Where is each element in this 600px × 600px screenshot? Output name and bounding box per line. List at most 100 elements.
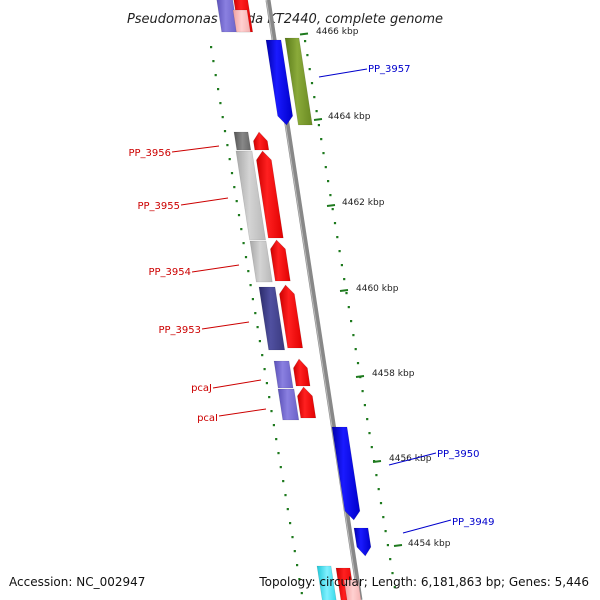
outer-dot-4 bbox=[313, 96, 316, 99]
outer-dot-29 bbox=[370, 446, 373, 449]
leader-PP_3954 bbox=[191, 264, 240, 273]
inner-dot-21 bbox=[258, 340, 261, 343]
gene-pcaJ[interactable] bbox=[293, 358, 311, 387]
tick-label-4454: 4454 kbp bbox=[408, 539, 451, 549]
inner-dot-20 bbox=[256, 326, 259, 329]
inner-dot-16 bbox=[247, 270, 250, 273]
outer-dot-21 bbox=[352, 334, 355, 337]
gene-pcaJ-homolog[interactable] bbox=[273, 360, 294, 389]
outer-dot-33 bbox=[379, 502, 383, 505]
gene-PP_3955[interactable] bbox=[256, 150, 284, 239]
inner-dot-32 bbox=[284, 494, 287, 497]
inner-dot-25 bbox=[268, 396, 271, 399]
inner-dot-22 bbox=[261, 354, 264, 357]
outer-dot-0 bbox=[304, 40, 307, 43]
gene-PP_3955-homolog[interactable] bbox=[235, 150, 266, 241]
inner-dot-2 bbox=[214, 74, 217, 77]
outer-dot-14 bbox=[336, 236, 339, 239]
tick-4460 bbox=[339, 289, 349, 292]
leader-PP_3956 bbox=[171, 145, 220, 153]
outer-dot-39 bbox=[393, 586, 396, 589]
inner-dot-8 bbox=[228, 158, 231, 161]
gene-PP_3954-homolog[interactable] bbox=[249, 240, 273, 283]
gene-label-PP_3950[interactable]: PP_3950 bbox=[437, 449, 480, 460]
outer-dot-31 bbox=[375, 474, 378, 477]
inner-dot-17 bbox=[249, 284, 252, 287]
outer-dot-27 bbox=[366, 418, 369, 421]
gene-label-pcaJ[interactable]: pcaJ bbox=[191, 383, 212, 394]
gene-PP_3953-homolog[interactable] bbox=[258, 286, 286, 351]
inner-dot-11 bbox=[235, 200, 238, 203]
gene-track bbox=[216, 0, 372, 600]
outer-dot-6 bbox=[317, 124, 320, 127]
inner-dot-3 bbox=[217, 88, 220, 91]
gene-PP_3956[interactable] bbox=[253, 131, 270, 151]
inner-dot-1 bbox=[212, 60, 215, 63]
leader-PP_3957 bbox=[318, 68, 368, 78]
inner-dot-19 bbox=[254, 312, 257, 315]
gene-pcaI-homolog[interactable] bbox=[277, 388, 300, 421]
gene-label-pcaI[interactable]: pcaI bbox=[197, 413, 218, 424]
inner-dot-6 bbox=[223, 130, 227, 133]
outer-dot-18 bbox=[345, 292, 348, 295]
gene-label-PP_3955[interactable]: PP_3955 bbox=[137, 201, 180, 212]
inner-dot-30 bbox=[279, 466, 282, 469]
tick-4458 bbox=[355, 375, 365, 378]
gene-top-pink[interactable] bbox=[232, 9, 251, 33]
inner-dot-10 bbox=[233, 186, 236, 189]
outer-dot-38 bbox=[391, 572, 394, 575]
inner-dot-33 bbox=[286, 508, 289, 511]
tick-label-4464: 4464 kbp bbox=[328, 112, 371, 122]
accession-text: Accession: NC_002947 bbox=[9, 575, 145, 589]
tick-4464 bbox=[313, 118, 323, 121]
outer-dot-36 bbox=[386, 544, 389, 547]
gene-PP_3954[interactable] bbox=[270, 239, 291, 282]
gene-PP_3950[interactable] bbox=[331, 426, 361, 521]
outer-dot-35 bbox=[384, 530, 387, 533]
outer-dot-32 bbox=[377, 488, 380, 491]
inner-dot-13 bbox=[240, 228, 243, 231]
inner-dot-5 bbox=[221, 116, 224, 119]
outer-dot-1 bbox=[306, 54, 309, 57]
inner-tick-dots bbox=[210, 46, 303, 595]
leader-PP_3950 bbox=[388, 452, 437, 466]
gene-label-PP_3954[interactable]: PP_3954 bbox=[148, 267, 191, 278]
outer-dot-5 bbox=[315, 110, 318, 113]
gene-label-PP_3949[interactable]: PP_3949 bbox=[452, 517, 495, 528]
gene-PP_3957-homolog[interactable] bbox=[284, 37, 313, 126]
inner-dot-36 bbox=[293, 550, 296, 553]
inner-dot-34 bbox=[289, 522, 292, 525]
gene-PP_3957[interactable] bbox=[265, 39, 294, 126]
gene-labels: PP_3957 PP_3956 PP_3955 PP_3954 PP_3953 … bbox=[128, 64, 495, 534]
outer-dot-13 bbox=[333, 222, 337, 225]
gene-label-PP_3957[interactable]: PP_3957 bbox=[368, 64, 411, 75]
leader-pcaJ bbox=[212, 379, 262, 389]
leader-pcaI bbox=[218, 408, 267, 417]
outer-dot-3 bbox=[310, 82, 314, 85]
outer-dot-25 bbox=[361, 390, 364, 393]
inner-dot-12 bbox=[237, 214, 241, 217]
map-title: Pseudomonas putida KT2440, complete geno… bbox=[127, 12, 443, 27]
gene-label-PP_3956[interactable]: PP_3956 bbox=[128, 148, 171, 159]
gene-PP_3953[interactable] bbox=[279, 284, 304, 349]
tick-label-4458: 4458 kbp bbox=[372, 369, 415, 379]
outer-dot-11 bbox=[329, 194, 332, 197]
outer-dot-34 bbox=[382, 516, 385, 519]
gene-PP_3956-homolog[interactable] bbox=[233, 131, 252, 151]
inner-dot-15 bbox=[244, 256, 248, 259]
inner-dot-7 bbox=[226, 144, 229, 147]
tick-4462 bbox=[326, 204, 336, 207]
gene-bottom-cyan[interactable] bbox=[316, 565, 337, 600]
gene-PP_3949[interactable] bbox=[353, 527, 372, 557]
gene-bottom-pink[interactable] bbox=[343, 579, 362, 600]
tick-4454 bbox=[393, 544, 403, 547]
inner-dot-24 bbox=[265, 382, 268, 385]
inner-dot-0 bbox=[210, 46, 213, 49]
tick-4466 bbox=[299, 32, 309, 36]
gene-label-PP_3953[interactable]: PP_3953 bbox=[158, 325, 201, 336]
inner-dot-23 bbox=[263, 368, 266, 371]
outer-dot-26 bbox=[363, 404, 366, 407]
inner-dot-27 bbox=[272, 424, 275, 427]
gene-pcaI[interactable] bbox=[297, 386, 317, 419]
